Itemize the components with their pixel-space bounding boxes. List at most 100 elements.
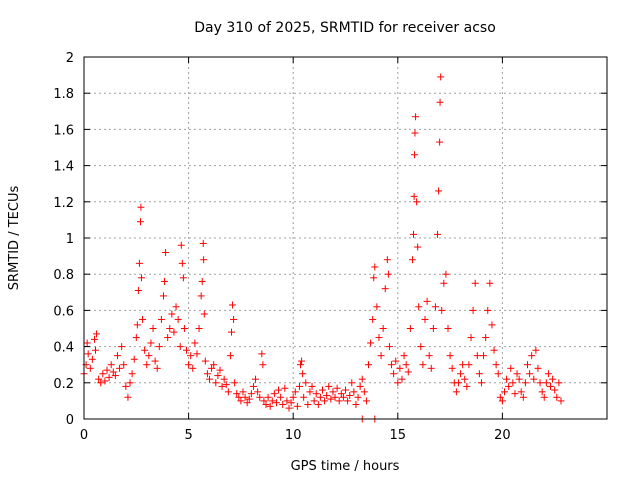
data-point [264, 393, 272, 401]
data-point [553, 393, 561, 401]
data-point [249, 382, 257, 390]
data-point [259, 361, 267, 369]
data-point [337, 390, 345, 398]
data-point [143, 361, 151, 369]
data-point [178, 259, 186, 267]
data-point [547, 382, 555, 390]
data-point [486, 279, 494, 287]
data-point [375, 334, 383, 342]
data-point [226, 352, 234, 360]
data-point [258, 350, 266, 358]
data-point [299, 370, 307, 378]
data-point [177, 241, 185, 249]
data-point [103, 366, 111, 374]
data-point [166, 325, 174, 332]
data-point [419, 361, 427, 369]
data-point [396, 364, 404, 372]
data-point [377, 352, 385, 360]
data-point [281, 384, 289, 392]
data-point [475, 370, 483, 378]
data-point [413, 198, 421, 206]
data-point [111, 372, 119, 380]
data-point [459, 361, 467, 369]
data-point [463, 382, 471, 390]
data-point [429, 325, 437, 332]
data-point [362, 397, 370, 405]
data-point [421, 315, 429, 323]
data-point [283, 397, 291, 405]
data-point [199, 239, 207, 247]
data-point [124, 393, 132, 401]
data-point [239, 388, 247, 396]
data-point [444, 325, 452, 332]
data-point [356, 382, 364, 390]
data-point [191, 339, 199, 347]
data-point [183, 346, 191, 354]
data-point [180, 325, 188, 332]
data-point [107, 361, 115, 369]
data-point [147, 339, 155, 347]
data-point [379, 325, 387, 332]
data-point [168, 310, 176, 318]
data-point [469, 306, 477, 314]
data-point [385, 343, 393, 351]
data-point [90, 335, 98, 343]
data-point [434, 230, 442, 238]
data-point [295, 382, 303, 390]
y-tick-label: 1.2 [53, 196, 74, 211]
data-point [390, 370, 398, 378]
data-point [530, 375, 538, 383]
data-point [440, 279, 448, 287]
data-point [513, 370, 521, 378]
y-tick-label: 0.4 [53, 341, 74, 356]
data-point [352, 401, 360, 409]
data-point [544, 370, 552, 378]
data-point [519, 393, 527, 401]
data-point [505, 382, 513, 390]
data-point [321, 397, 329, 405]
data-point [200, 310, 208, 318]
data-point [277, 393, 285, 401]
data-point [557, 397, 565, 405]
data-point [404, 368, 412, 376]
data-point [83, 339, 91, 347]
data-point [189, 364, 197, 372]
data-point [214, 372, 222, 380]
data-point [97, 379, 105, 387]
data-point [371, 263, 379, 271]
data-point [411, 129, 419, 137]
data-point [394, 379, 402, 387]
data-point [540, 393, 548, 401]
data-point [247, 390, 255, 398]
data-point [185, 361, 193, 369]
data-point [197, 292, 205, 300]
data-point [388, 361, 396, 369]
data-point [542, 379, 550, 387]
data-point [414, 243, 422, 251]
data-point [293, 402, 301, 410]
data-point [289, 393, 297, 401]
data-point [134, 286, 142, 294]
data-point [411, 151, 419, 159]
data-point [423, 297, 431, 305]
data-point [342, 386, 349, 394]
data-point [118, 343, 126, 351]
data-point [95, 375, 103, 383]
data-point [287, 399, 295, 407]
data-point [488, 321, 496, 329]
data-point [86, 364, 94, 372]
data-point [304, 401, 312, 409]
data-point [101, 377, 109, 385]
y-tick-label: 1.4 [53, 160, 74, 175]
data-point [268, 397, 276, 405]
data-point [241, 393, 249, 401]
data-point [149, 325, 157, 332]
data-point [122, 382, 130, 390]
data-point [532, 346, 540, 354]
data-point [511, 390, 519, 398]
data-points [80, 73, 565, 423]
data-point [137, 203, 145, 211]
data-point [126, 379, 134, 387]
y-tick-label: 1 [66, 232, 74, 247]
data-point [398, 375, 406, 383]
